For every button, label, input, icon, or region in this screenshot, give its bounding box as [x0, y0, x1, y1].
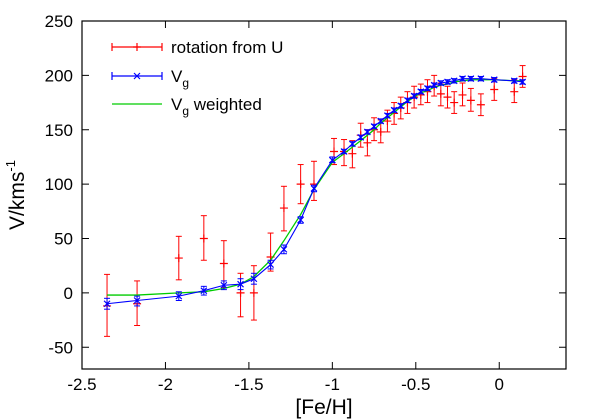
x-tick-label: -1 [325, 375, 340, 394]
data-point [237, 280, 244, 288]
data-point [199, 234, 208, 243]
data-point [340, 148, 348, 155]
data-point [296, 180, 305, 189]
data-point [466, 96, 475, 105]
data-point [417, 88, 425, 96]
series-layer [103, 65, 527, 337]
data-point [397, 102, 405, 110]
series-rotation-from-u [103, 65, 527, 337]
data-point [370, 123, 378, 130]
data-point [410, 92, 418, 100]
data-point [297, 216, 305, 224]
plot-frame [81, 20, 567, 370]
legend: rotation from U Vg Vg weighted [111, 38, 283, 118]
legend-label-vg-base: V [171, 67, 183, 86]
data-point [459, 75, 466, 83]
data-point [357, 133, 365, 141]
y-tick-label: 100 [45, 175, 73, 194]
y-tick-label: 150 [45, 121, 73, 140]
legend-label-vg-weighted: Vg weighted [171, 95, 262, 118]
legend-label-vg-sub: g [182, 76, 189, 90]
data-point [377, 117, 385, 125]
data-point [430, 81, 438, 89]
data-point [490, 76, 498, 84]
data-point [510, 77, 518, 85]
data-point [477, 75, 485, 83]
legend-label-vgw-suffix: weighted [189, 95, 262, 114]
data-point [348, 140, 356, 148]
data-point [450, 98, 459, 107]
data-point [348, 149, 357, 158]
data-point [174, 254, 183, 263]
legend-label-vgw-sub: g [182, 104, 189, 118]
data-point [467, 75, 475, 83]
data-point [267, 261, 275, 269]
y-axis-title-sup: -1 [3, 160, 18, 172]
data-point [404, 96, 411, 104]
data-point [450, 77, 458, 85]
data-point [236, 288, 245, 297]
y-axis-title-base: V/kms [6, 172, 29, 230]
data-point [519, 78, 527, 86]
data-point [220, 281, 228, 289]
y-axis-title: V/kms-1 [3, 160, 29, 230]
y-tick-label: 200 [45, 66, 73, 85]
data-point [330, 147, 339, 156]
y-tick-label: 250 [45, 12, 73, 31]
data-point [476, 100, 485, 109]
data-point [249, 288, 258, 297]
x-tick-label: -1.5 [234, 375, 263, 394]
x-tick-label: -2 [158, 375, 173, 394]
data-point [363, 128, 371, 136]
data-point [250, 275, 258, 283]
legend-label-vg: Vg [171, 67, 189, 90]
tick-labels: -2.5 -2 -1.5 -1 -0.5 0 -50 0 50 100 150 200 250 [45, 12, 504, 394]
series-vg [103, 75, 527, 310]
data-point [175, 292, 183, 300]
data-point [436, 89, 445, 98]
data-point [518, 72, 527, 81]
x-axis-title: [Fe/H] [295, 396, 352, 419]
y-tick-label: 0 [64, 284, 73, 303]
x-tick-label: -0.5 [401, 375, 430, 394]
data-point [200, 287, 208, 295]
y-tick-label: -50 [48, 338, 73, 357]
data-point [219, 259, 228, 268]
data-point [310, 185, 318, 192]
legend-swatch-rotation-marker [133, 43, 141, 51]
legend-swatch-vg-marker [133, 72, 141, 80]
y-tick-label: 50 [54, 230, 73, 249]
x-tick-label: -2.5 [67, 375, 96, 394]
data-point [103, 300, 111, 308]
data-point [510, 87, 519, 96]
data-point [133, 297, 141, 304]
data-point [490, 85, 499, 94]
legend-label-rotation: rotation from U [171, 38, 283, 57]
data-point [390, 106, 398, 114]
data-point [363, 138, 372, 147]
data-point [458, 90, 467, 99]
data-point [279, 204, 288, 213]
data-point [424, 85, 431, 92]
data-point [437, 79, 445, 87]
data-point [444, 78, 451, 86]
data-point [328, 156, 336, 164]
data-point [376, 127, 385, 136]
data-point [443, 93, 452, 102]
data-point [280, 245, 288, 253]
x-tick-label: 0 [495, 375, 504, 394]
data-point [383, 112, 391, 120]
legend-label-vgw-base: V [171, 95, 183, 114]
